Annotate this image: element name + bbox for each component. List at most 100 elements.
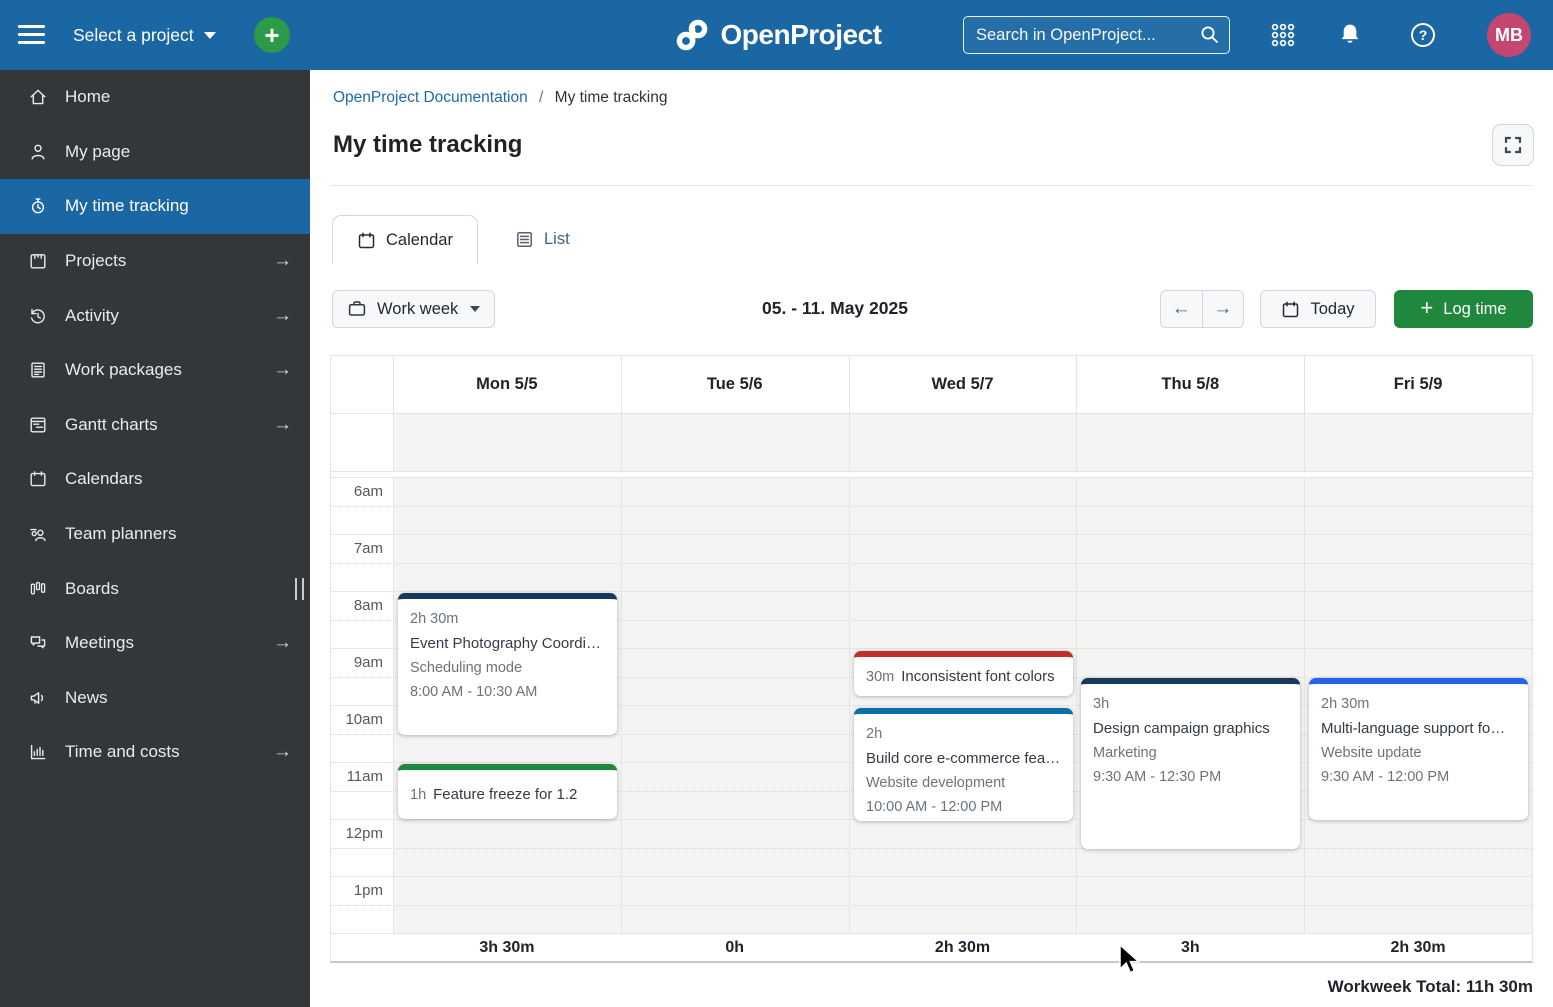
day-total-tue: 0h [725, 938, 745, 956]
hour-label: 11am [346, 768, 383, 785]
sidebar-item-label: Activity [65, 305, 119, 325]
day-header-mon: Mon 5/5 [476, 375, 538, 393]
hour-label: 9am [353, 654, 383, 671]
search-icon [1201, 26, 1218, 43]
event-time: 10:00 AM - 12:00 PM [866, 799, 1003, 815]
openproject-logo[interactable]: OpenProject [672, 0, 882, 70]
avatar-initials: MB [1495, 24, 1523, 45]
next-week-button[interactable]: → [1203, 291, 1244, 327]
sidebar-item-label: Gantt charts [65, 414, 158, 434]
sidebar-item-my-page[interactable]: My page [0, 125, 310, 180]
sidebar-item-boards[interactable]: Boards [0, 561, 310, 616]
hour-label: 6am [353, 483, 383, 500]
time-entry-event[interactable]: 3h Design campaign graphics Marketing 9:… [1081, 678, 1300, 849]
day-total-mon: 3h 30m [479, 938, 535, 956]
event-title: Inconsistent font colors [901, 668, 1055, 685]
team-planner-icon [30, 528, 46, 542]
search-input[interactable] [963, 16, 1230, 54]
previous-week-button[interactable]: ← [1161, 291, 1203, 327]
calendar-day-header-row: Mon 5/5 Tue 5/6 Wed 5/7 Thu 5/8 Fri 5/9 [331, 356, 1532, 414]
time-entry-event[interactable]: 2h 30m Multi-language support fo… Websit… [1309, 678, 1528, 820]
event-duration: 1h [410, 786, 427, 803]
day-header-wed: Wed 5/7 [931, 375, 994, 393]
arrow-left-icon: ← [1171, 298, 1191, 319]
sidebar-item-label: Work packages [65, 360, 182, 380]
day-header-tue: Tue 5/6 [706, 375, 763, 393]
event-duration: 2h 30m [1321, 696, 1370, 712]
event-title: Design campaign graphics [1093, 720, 1270, 737]
chevron-right-icon[interactable]: → [273, 250, 292, 272]
notifications-bell-icon[interactable] [1336, 21, 1364, 49]
date-range-label: 05. - 11. May 2025 [762, 298, 908, 318]
tab-list[interactable]: List [497, 215, 588, 264]
sidebar-item-team-planners[interactable]: Team planners [0, 507, 310, 562]
view-selector-dropdown[interactable]: Work week [332, 290, 496, 328]
fullscreen-icon [1504, 136, 1522, 154]
all-day-row[interactable] [331, 414, 1532, 472]
tab-calendar[interactable]: Calendar [332, 215, 478, 264]
sidebar-item-home[interactable]: Home [0, 70, 310, 125]
sidebar-item-label: Boards [65, 578, 119, 598]
select-project-dropdown[interactable]: Select a project [73, 0, 216, 70]
event-duration: 3h [1093, 696, 1110, 712]
event-project: Website update [1321, 745, 1422, 761]
activity-icon [30, 308, 45, 324]
openproject-logo-icon [676, 19, 707, 51]
log-time-button[interactable]: + Log time [1394, 290, 1533, 328]
sidebar-item-my-time-tracking[interactable]: My time tracking [0, 179, 310, 234]
chevron-right-icon[interactable]: → [273, 359, 292, 381]
sidebar-item-activity[interactable]: Activity → [0, 288, 310, 343]
hour-label: 8am [353, 597, 383, 614]
hamburger-menu-icon[interactable] [18, 25, 45, 45]
chevron-down-icon [470, 306, 481, 312]
chevron-right-icon[interactable]: → [273, 413, 292, 435]
sidebar-item-label: My page [65, 141, 131, 161]
title-divider [330, 185, 1533, 186]
event-title: Event Photography Coordi… [410, 635, 601, 652]
chevron-right-icon[interactable]: → [273, 304, 292, 326]
help-icon[interactable]: ? [1409, 21, 1437, 49]
time-entry-event[interactable]: 2h Build core e-commerce fea… Website de… [854, 708, 1073, 821]
time-entry-event[interactable]: 30m Inconsistent font colors [854, 651, 1073, 696]
user-icon [31, 144, 45, 160]
sidebar-item-time-and-costs[interactable]: Time and costs → [0, 725, 310, 780]
today-label: Today [1310, 299, 1355, 318]
daily-totals-row: 3h 30m 0h 2h 30m 3h 2h 30m [331, 933, 1532, 961]
event-title: Feature freeze for 1.2 [433, 786, 578, 803]
sidebar-item-calendars[interactable]: Calendars [0, 452, 310, 507]
chevron-down-icon [203, 31, 216, 39]
sidebar-item-label: Meetings [65, 633, 134, 653]
briefcase-icon [348, 301, 366, 316]
logo-text: OpenProject [720, 19, 882, 50]
user-avatar[interactable]: MB [1487, 13, 1531, 57]
time-entry-event[interactable]: 1h Feature freeze for 1.2 [398, 764, 617, 819]
sidebar-item-meetings[interactable]: Meetings → [0, 616, 310, 671]
sidebar-item-gantt-charts[interactable]: Gantt charts → [0, 398, 310, 453]
time-tracking-calendar: Mon 5/5 Tue 5/6 Wed 5/7 Thu 5/8 Fri 5/9 … [330, 355, 1533, 963]
sidebar-item-news[interactable]: News [0, 671, 310, 726]
breadcrumb-current: My time tracking [554, 89, 668, 106]
select-project-label: Select a project [73, 24, 194, 45]
gantt-icon [30, 417, 46, 433]
chevron-right-icon[interactable]: → [273, 741, 292, 763]
event-duration: 2h [866, 726, 883, 742]
plus-icon: + [1420, 295, 1434, 320]
modules-grid-icon[interactable] [1269, 21, 1297, 49]
event-duration: 30m [866, 668, 895, 685]
day-total-wed: 2h 30m [934, 938, 991, 956]
chevron-right-icon[interactable]: → [273, 632, 292, 654]
time-entry-event[interactable]: 2h 30m Event Photography Coordi… Schedul… [398, 593, 617, 735]
today-button[interactable]: Today [1260, 290, 1376, 328]
sidebar-item-label: My time tracking [65, 196, 189, 216]
week-nav-group: ← → [1160, 290, 1244, 328]
sidebar-item-work-packages[interactable]: Work packages → [0, 343, 310, 398]
fullscreen-button[interactable] [1492, 124, 1534, 166]
breadcrumb-project-link[interactable]: OpenProject Documentation [333, 89, 528, 106]
sidebar-item-projects[interactable]: Projects → [0, 234, 310, 289]
boards-icon [30, 581, 46, 595]
event-project: Website development [866, 775, 1006, 791]
arrow-right-icon: → [1213, 298, 1233, 319]
meetings-icon [30, 636, 46, 649]
global-add-button[interactable]: + [254, 17, 290, 53]
sidebar-resize-handle[interactable] [295, 578, 304, 600]
